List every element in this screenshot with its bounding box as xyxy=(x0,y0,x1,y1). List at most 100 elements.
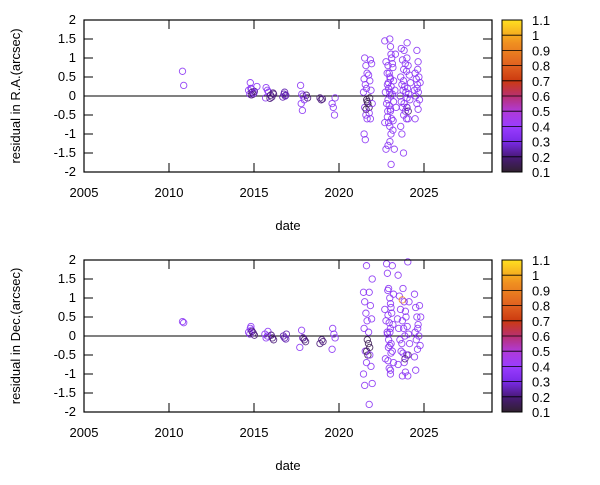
data-point xyxy=(389,77,398,85)
data-point xyxy=(406,79,415,87)
colorbar-tick-label: 0.7 xyxy=(532,74,550,89)
data-point xyxy=(403,39,411,47)
data-point xyxy=(366,301,375,310)
y-axis-label: residual in R.A.(arcsec) xyxy=(8,28,23,163)
data-point xyxy=(317,96,325,104)
data-point xyxy=(248,327,256,336)
data-point xyxy=(385,364,393,372)
data-point xyxy=(361,298,369,306)
data-point xyxy=(413,313,421,321)
data-point xyxy=(405,339,414,348)
data-point xyxy=(269,336,278,344)
x-tick-label: 2005 xyxy=(70,425,99,440)
data-point xyxy=(360,130,368,138)
data-point xyxy=(399,77,408,85)
data-point xyxy=(250,89,258,97)
data-point xyxy=(396,336,404,344)
data-point xyxy=(331,94,339,102)
x-tick-label: 2020 xyxy=(325,185,354,200)
data-point xyxy=(413,99,421,108)
data-point xyxy=(388,262,396,270)
data-point xyxy=(398,372,407,380)
y-tick-label: 2 xyxy=(69,12,76,27)
data-point xyxy=(413,84,421,93)
data-point xyxy=(366,351,374,359)
x-tick-label: 2020 xyxy=(325,425,354,440)
data-point xyxy=(383,330,392,338)
data-point xyxy=(382,58,390,66)
data-point xyxy=(388,309,396,317)
x-tick-label: 2025 xyxy=(410,185,439,200)
data-point xyxy=(269,89,277,97)
data-point xyxy=(400,46,408,55)
data-point xyxy=(390,145,398,153)
x-tick-label: 2025 xyxy=(410,425,439,440)
y-tick-label: 0 xyxy=(69,328,76,343)
data-point xyxy=(397,122,405,131)
data-point xyxy=(316,339,324,348)
data-point xyxy=(403,84,412,93)
data-point xyxy=(388,347,396,355)
x-tick-label: 2010 xyxy=(155,185,184,200)
data-point xyxy=(329,103,337,112)
data-point xyxy=(253,82,261,91)
data-point xyxy=(385,319,393,327)
y-tick-label: 1 xyxy=(69,290,76,305)
data-point xyxy=(404,61,412,70)
data-point xyxy=(361,80,369,89)
data-point xyxy=(387,50,395,58)
data-point xyxy=(366,77,374,85)
data-point xyxy=(384,61,392,70)
data-point xyxy=(414,88,422,96)
data-point xyxy=(397,347,405,355)
data-point xyxy=(367,60,376,68)
data-point xyxy=(387,160,395,169)
y-tick-label: 1.5 xyxy=(58,31,76,46)
colorbar-tick-label: 0.3 xyxy=(532,375,550,390)
colorbar-tick-label: 0.8 xyxy=(532,299,550,314)
colorbar-tick-label: 0.4 xyxy=(532,359,550,374)
data-point xyxy=(388,54,396,62)
data-point xyxy=(364,339,373,348)
data-point xyxy=(404,115,412,123)
data-point xyxy=(297,326,306,334)
data-point xyxy=(412,92,420,100)
data-point xyxy=(404,107,412,115)
data-point xyxy=(362,358,371,367)
data-point xyxy=(404,330,413,338)
data-point xyxy=(386,35,394,43)
data-point xyxy=(296,81,305,90)
data-point xyxy=(247,322,255,331)
y-tick-label: 1 xyxy=(69,50,76,65)
x-tick-label: 2005 xyxy=(70,185,99,200)
data-point xyxy=(180,319,188,327)
data-point xyxy=(399,149,408,157)
data-point xyxy=(389,117,397,125)
data-point xyxy=(401,355,409,363)
data-point xyxy=(395,324,403,333)
y-tick-label: -1 xyxy=(64,366,76,381)
colorbar-tick-label: 0.9 xyxy=(532,283,550,298)
panel-dec: residual in Dec.(arcsec) date xyxy=(8,268,301,473)
data-point xyxy=(404,372,412,380)
data-point xyxy=(410,290,419,298)
data-point xyxy=(415,73,423,81)
colorbar-tick-label: 0.6 xyxy=(532,89,550,104)
data-point xyxy=(403,103,411,112)
data-point xyxy=(413,345,422,353)
x-axis-label: date xyxy=(275,218,300,233)
data-point xyxy=(366,56,375,64)
colorbar-tick-label: 0.9 xyxy=(532,43,550,58)
data-point xyxy=(414,58,422,66)
data-point xyxy=(401,107,409,115)
plot-area: -2 -1.5 -1 -0.5 0 0.5 1 1.5 2 2005 2010 2015 2020 202… xyxy=(54,12,493,200)
data-point xyxy=(359,288,368,296)
y-tick-label: -0.5 xyxy=(54,347,76,362)
data-point xyxy=(383,80,392,89)
data-point xyxy=(300,336,309,344)
colorbar-tick-label: 0.7 xyxy=(532,314,550,329)
data-point xyxy=(417,313,425,321)
colorbar-tick-label: 0.1 xyxy=(532,165,550,180)
data-point xyxy=(366,115,375,123)
